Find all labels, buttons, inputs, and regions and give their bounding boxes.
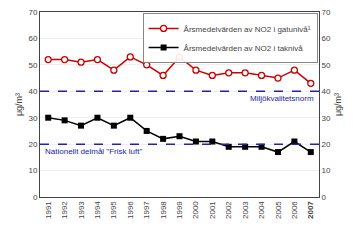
svg-text:2007: 2007 xyxy=(306,201,315,219)
svg-text:30: 30 xyxy=(322,114,331,123)
svg-text:Nationellt delmål "Frisk luft": Nationellt delmål "Frisk luft" xyxy=(45,147,142,156)
svg-text:70: 70 xyxy=(322,8,331,17)
svg-text:2005: 2005 xyxy=(274,201,283,219)
svg-text:10: 10 xyxy=(28,166,37,175)
svg-text:50: 50 xyxy=(322,61,331,70)
svg-text:40: 40 xyxy=(322,87,331,96)
svg-text:70: 70 xyxy=(28,8,37,17)
svg-text:μg/m³: μg/m³ xyxy=(333,93,343,116)
svg-text:50: 50 xyxy=(28,61,37,70)
svg-text:2004: 2004 xyxy=(257,201,266,219)
svg-text:60: 60 xyxy=(28,34,37,43)
svg-text:2001: 2001 xyxy=(208,201,217,219)
svg-text:1995: 1995 xyxy=(109,201,118,219)
svg-text:2003: 2003 xyxy=(241,201,250,219)
svg-text:1991: 1991 xyxy=(44,201,53,219)
svg-text:μg/m³: μg/m³ xyxy=(14,93,24,116)
svg-text:1992: 1992 xyxy=(60,201,69,219)
svg-text:1994: 1994 xyxy=(93,201,102,219)
svg-text:1998: 1998 xyxy=(159,201,168,219)
svg-text:0: 0 xyxy=(33,193,38,202)
svg-text:2002: 2002 xyxy=(224,201,233,219)
svg-text:60: 60 xyxy=(322,34,331,43)
svg-text:Årsmedelvärden av NO2 i takniv: Årsmedelvärden av NO2 i taknivå xyxy=(184,44,304,53)
svg-text:10: 10 xyxy=(322,166,331,175)
svg-text:20: 20 xyxy=(28,140,37,149)
svg-text:0: 0 xyxy=(322,193,327,202)
svg-text:1999: 1999 xyxy=(175,201,184,219)
svg-text:1993: 1993 xyxy=(77,201,86,219)
svg-text:1997: 1997 xyxy=(142,201,151,219)
svg-text:2000: 2000 xyxy=(192,201,201,219)
svg-text:1996: 1996 xyxy=(126,201,135,219)
svg-text:30: 30 xyxy=(28,114,37,123)
svg-text:Miljökvalitetsnorm: Miljökvalitetsnorm xyxy=(250,94,314,103)
svg-text:2006: 2006 xyxy=(290,201,299,219)
svg-text:20: 20 xyxy=(322,140,331,149)
svg-text:Årsmedelvärden av NO2 i gatuni: Årsmedelvärden av NO2 i gatunivå¹ xyxy=(184,25,311,34)
svg-text:40: 40 xyxy=(28,87,37,96)
